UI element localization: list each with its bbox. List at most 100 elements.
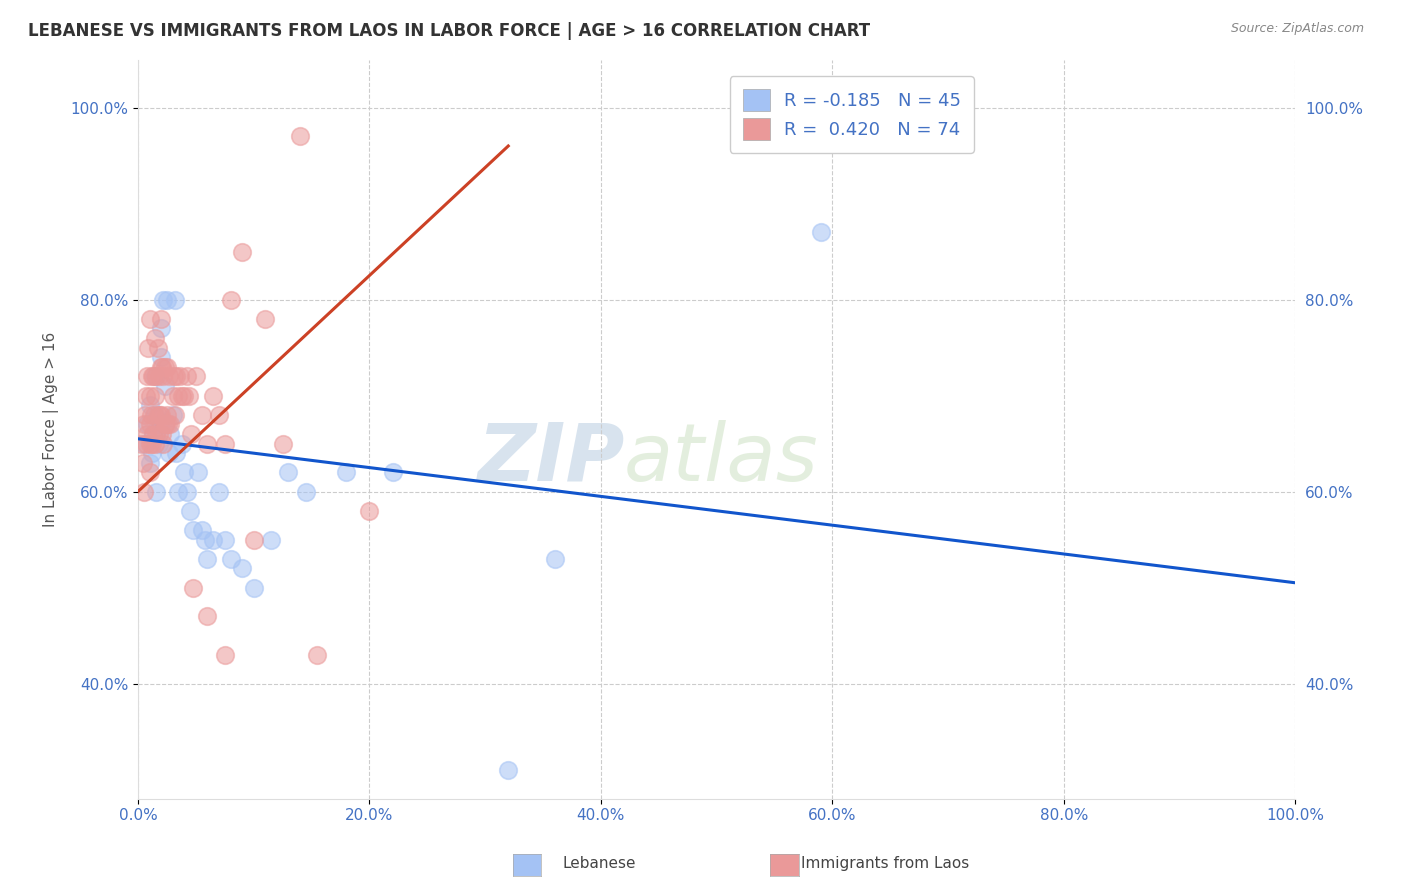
Point — [190, 523, 212, 537]
Point — [156, 293, 179, 307]
Point — [157, 446, 180, 460]
Text: ZIP: ZIP — [477, 420, 624, 498]
Point — [197, 609, 219, 624]
Point — [214, 533, 236, 547]
Point — [150, 359, 173, 374]
Point — [136, 427, 159, 442]
Point — [294, 484, 316, 499]
Point — [152, 293, 174, 307]
Point — [146, 408, 169, 422]
Point — [138, 456, 160, 470]
Point — [145, 427, 167, 442]
Point — [163, 408, 186, 422]
Point — [138, 417, 160, 432]
Point — [183, 523, 205, 537]
Text: LEBANESE VS IMMIGRANTS FROM LAOS IN LABOR FORCE | AGE > 16 CORRELATION CHART: LEBANESE VS IMMIGRANTS FROM LAOS IN LABO… — [28, 22, 870, 40]
Point — [163, 369, 186, 384]
Point — [254, 311, 277, 326]
Point — [260, 533, 283, 547]
Text: Lebanese: Lebanese — [562, 856, 636, 871]
Point — [143, 388, 166, 402]
Point — [165, 446, 187, 460]
Point — [202, 533, 225, 547]
Point — [143, 436, 166, 450]
Point — [153, 379, 176, 393]
Point — [152, 436, 174, 450]
Point — [190, 408, 212, 422]
Y-axis label: In Labor Force | Age > 16: In Labor Force | Age > 16 — [44, 332, 59, 527]
Point — [142, 427, 165, 442]
Point — [184, 369, 207, 384]
Point — [132, 436, 155, 450]
Point — [179, 504, 201, 518]
Point — [143, 369, 166, 384]
Point — [148, 427, 170, 442]
Point — [156, 408, 179, 422]
Point — [132, 417, 155, 432]
Point — [242, 581, 264, 595]
Point — [138, 388, 160, 402]
Point — [150, 350, 173, 364]
Point — [136, 369, 159, 384]
Point — [167, 388, 190, 402]
Text: Immigrants from Laos: Immigrants from Laos — [801, 856, 970, 871]
Point — [173, 388, 195, 402]
Point — [271, 436, 294, 450]
Text: atlas: atlas — [624, 420, 818, 498]
Point — [197, 436, 219, 450]
Point — [135, 388, 157, 402]
Point — [142, 427, 165, 442]
Point — [173, 466, 195, 480]
Point — [194, 533, 217, 547]
Point — [150, 359, 173, 374]
Point — [307, 648, 329, 662]
Point — [141, 436, 163, 450]
Point — [231, 561, 253, 575]
Point — [170, 436, 193, 450]
Point — [138, 311, 160, 326]
Point — [231, 244, 253, 259]
Point — [159, 417, 181, 432]
Point — [162, 408, 184, 422]
Point — [143, 408, 166, 422]
Point — [810, 226, 832, 240]
Point — [202, 388, 225, 402]
Point — [148, 369, 170, 384]
Point — [183, 581, 205, 595]
Point — [288, 129, 311, 144]
Point — [131, 456, 153, 470]
Point — [152, 369, 174, 384]
Point — [177, 388, 200, 402]
Point — [197, 551, 219, 566]
Point — [145, 369, 167, 384]
Point — [170, 388, 193, 402]
Point — [131, 436, 153, 450]
Point — [134, 408, 156, 422]
Point — [187, 466, 209, 480]
Point — [153, 359, 176, 374]
Point — [165, 369, 187, 384]
Point — [163, 293, 186, 307]
Point — [149, 417, 172, 432]
Point — [277, 466, 299, 480]
Point — [157, 369, 180, 384]
Point — [143, 408, 166, 422]
Point — [142, 369, 165, 384]
Point — [138, 436, 160, 450]
Point — [208, 408, 231, 422]
Point — [141, 369, 163, 384]
Point — [148, 436, 170, 450]
Point — [242, 533, 264, 547]
Point — [208, 484, 231, 499]
Point — [139, 408, 162, 422]
Point — [176, 484, 198, 499]
Point — [381, 466, 404, 480]
Point — [136, 417, 159, 432]
Point — [219, 293, 242, 307]
Point — [176, 369, 198, 384]
Point — [496, 763, 519, 777]
Point — [143, 331, 166, 345]
Point — [141, 446, 163, 460]
Text: Source: ZipAtlas.com: Source: ZipAtlas.com — [1230, 22, 1364, 36]
Point — [169, 369, 191, 384]
